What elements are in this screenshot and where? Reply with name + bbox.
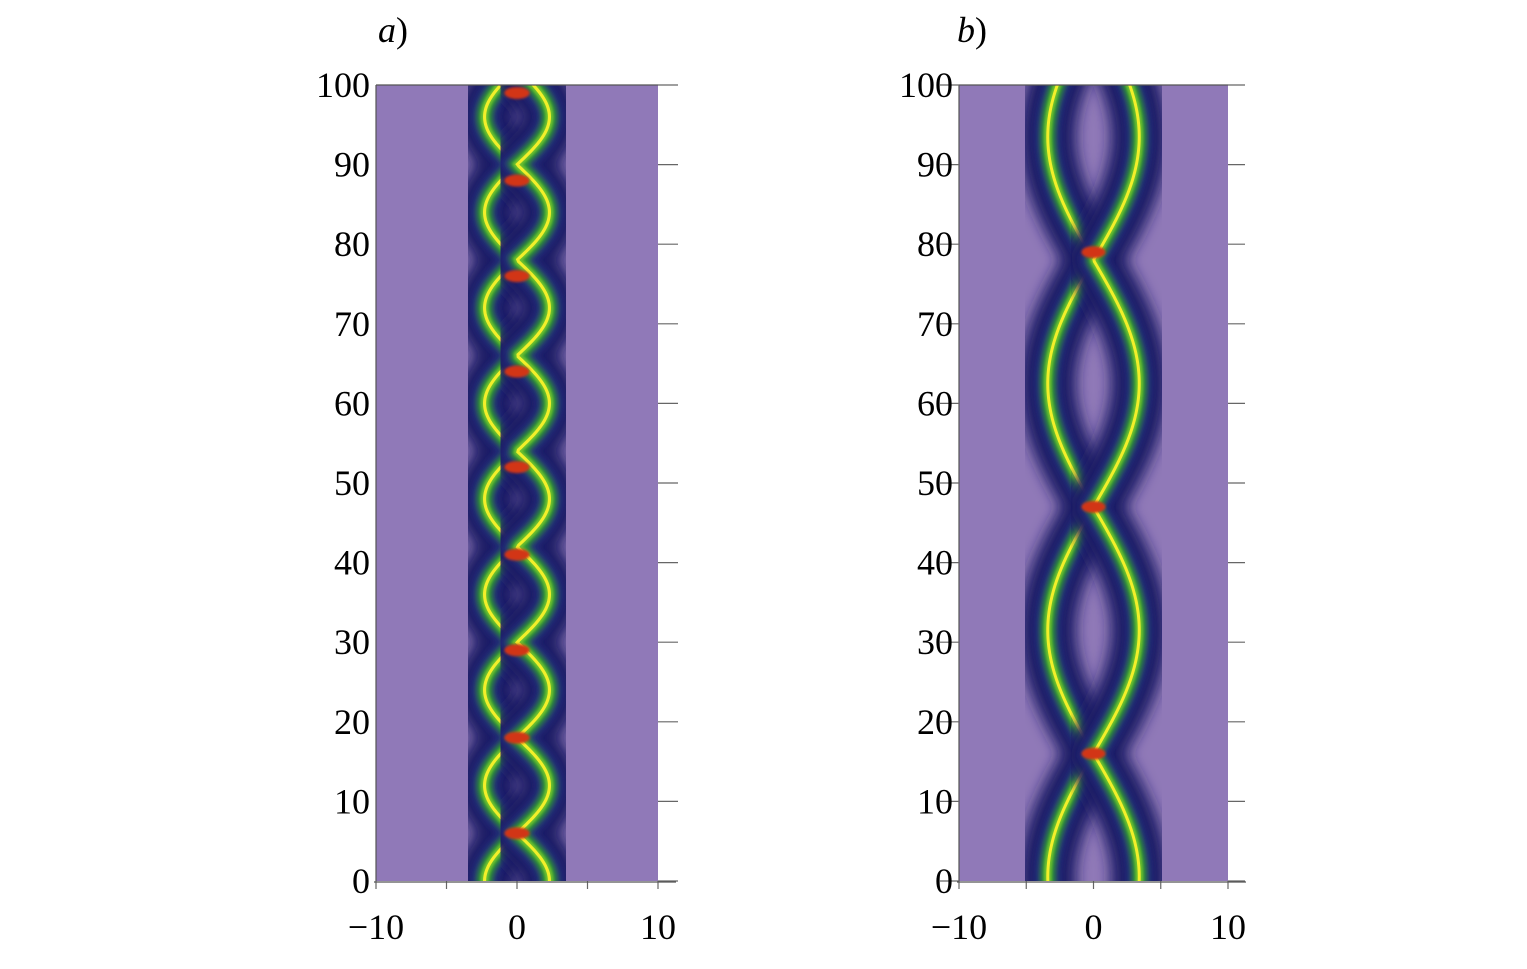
- collision-point: [504, 365, 530, 378]
- y-tick-label: 80: [917, 224, 953, 264]
- collision-point: [504, 461, 530, 474]
- collision-point: [1081, 246, 1106, 259]
- chart-panel-b: b) 0 10 20 30 40 50 60 70 80 90 100 −10 0 10: [899, 0, 1246, 947]
- collision-point: [504, 731, 530, 744]
- y-tick-label: 20: [917, 702, 953, 742]
- collision-point: [504, 827, 530, 840]
- y-tick-label: 50: [917, 463, 953, 503]
- collision-point: [1081, 0, 1105, 11]
- y-tick-label: 80: [334, 224, 370, 264]
- y-tick-label: 100: [316, 65, 370, 105]
- axes-b: 0 10 20 30 40 50 60 70 80 90 100 −10 0 10: [899, 65, 1246, 947]
- y-tick-label: 60: [334, 383, 370, 423]
- y-tick-label: 50: [334, 463, 370, 503]
- collision-point: [1081, 500, 1106, 513]
- collision-point: [504, 270, 530, 283]
- collision-point: [504, 644, 530, 657]
- y-tick-label: 40: [334, 543, 370, 583]
- plot-area-b: [959, 0, 1228, 881]
- x-tick-label: 0: [1085, 907, 1103, 947]
- collision-point: [504, 548, 530, 561]
- soliton-left-peak-line: [483, 85, 520, 881]
- collision-point: [504, 174, 530, 187]
- y-tick-label: 0: [935, 861, 953, 901]
- y-tick-label: 70: [334, 304, 370, 344]
- collision-point: [504, 86, 530, 99]
- y-tick-label: 70: [917, 304, 953, 344]
- panel-label-b: b): [957, 10, 987, 50]
- chart-panel-a: a) 0 10 20 30 40 50 60 70 80 90 100 −10 0 10: [316, 10, 678, 947]
- axes-a: 0 10 20 30 40 50 60 70 80 90 100 −10 0 10: [316, 65, 678, 947]
- x-tick-label: −10: [348, 907, 404, 947]
- y-tick-label: 90: [334, 145, 370, 185]
- x-tick-label: 10: [640, 907, 676, 947]
- y-tick-label: 40: [917, 543, 953, 583]
- y-tick-label: 30: [917, 622, 953, 662]
- y-tick-label: 20: [334, 702, 370, 742]
- y-tick-label: 0: [352, 861, 370, 901]
- y-tick-label: 100: [899, 65, 953, 105]
- plot-area-a: [376, 85, 658, 881]
- y-tick-label: 10: [917, 781, 953, 821]
- x-tick-label: 0: [508, 907, 526, 947]
- y-tick-label: 60: [917, 383, 953, 423]
- collision-point: [1081, 747, 1106, 760]
- y-tick-label: 30: [334, 622, 370, 662]
- y-tick-label: 10: [334, 781, 370, 821]
- panel-label-a: a): [378, 10, 408, 50]
- y-tick-label: 90: [917, 145, 953, 185]
- x-tick-label: −10: [931, 907, 987, 947]
- x-tick-label: 10: [1210, 907, 1246, 947]
- soliton-right-peak-line: [514, 85, 551, 881]
